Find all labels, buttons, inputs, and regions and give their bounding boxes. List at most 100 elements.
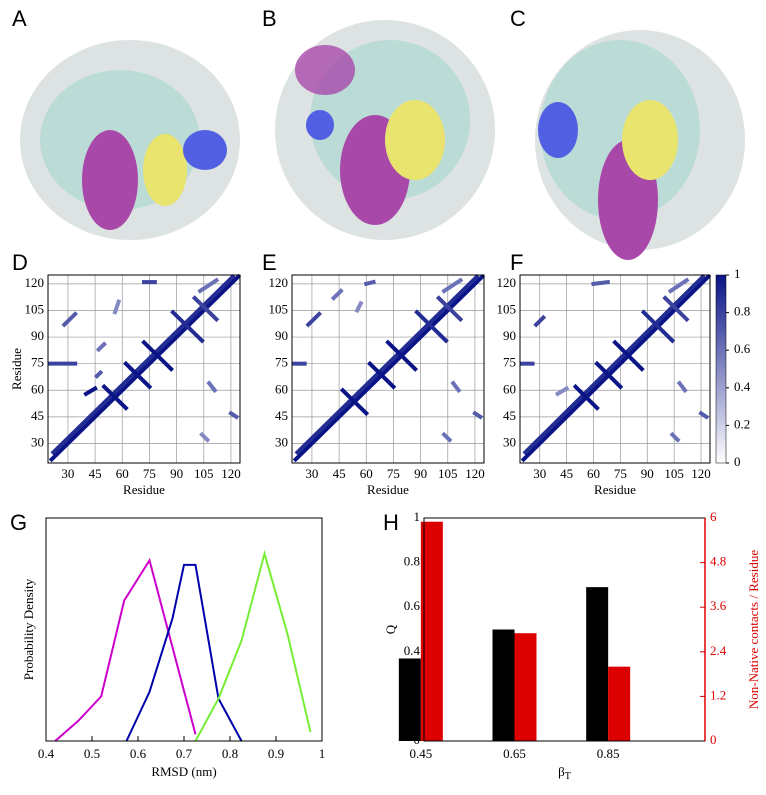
contact — [669, 431, 681, 443]
line-series — [194, 549, 312, 742]
contact — [228, 410, 240, 420]
y-tick-label: 0.4 — [404, 643, 421, 658]
y-tick-label: 60 — [31, 381, 44, 396]
x-tick-label: 75 — [614, 466, 627, 481]
protein-structures — [20, 20, 745, 260]
contact — [197, 277, 220, 294]
contact — [123, 360, 153, 390]
y-tick-label: 45 — [31, 408, 44, 423]
contact — [385, 339, 418, 372]
panel-label: G — [10, 510, 27, 535]
y-tick-label: 0.6 — [404, 598, 421, 613]
y2-tick-label: 4.8 — [710, 554, 726, 569]
x-label-sub: T — [565, 771, 571, 782]
contact — [170, 309, 205, 344]
x-tick-label: 75 — [143, 466, 156, 481]
contact — [191, 295, 220, 323]
axis-label: Residue — [9, 348, 24, 390]
line-series — [125, 563, 243, 742]
axis-label: Residue — [594, 482, 636, 497]
contact — [94, 369, 104, 379]
bar — [492, 629, 515, 741]
contact — [330, 288, 344, 301]
x-tick-label: 0.45 — [409, 746, 432, 761]
contact — [141, 339, 174, 372]
x-tick-label: 0.4 — [38, 746, 55, 761]
contact — [594, 360, 624, 390]
bar — [514, 633, 537, 741]
panel-label: H — [383, 510, 399, 535]
axis-label: βT — [558, 764, 571, 782]
bar — [586, 587, 609, 741]
panel-label: F — [510, 250, 523, 275]
y2-tick-label: 3.6 — [710, 598, 727, 613]
contact — [520, 273, 712, 463]
x-tick-label: 60 — [587, 466, 600, 481]
x-tick-label: 0.8 — [222, 746, 238, 761]
contact — [572, 383, 600, 411]
x-tick-label: 105 — [664, 466, 684, 481]
y-tick-label: 120 — [497, 275, 517, 290]
colorbar-label: 0 — [734, 454, 741, 469]
contact — [61, 311, 78, 328]
bar — [398, 658, 421, 741]
x-tick-label: 90 — [170, 466, 183, 481]
line-series — [54, 557, 197, 742]
plot-frame — [423, 517, 706, 742]
contact — [292, 273, 486, 463]
panel-label: D — [12, 250, 28, 275]
x-tick-label: 0.5 — [84, 746, 100, 761]
y-tick-label: 1 — [414, 509, 421, 524]
y-tick-label: 120 — [269, 275, 289, 290]
y-tick-label: 75 — [275, 355, 288, 370]
colorbar-label: 0.2 — [734, 416, 750, 431]
contact — [414, 309, 449, 344]
axis-label: Non-Native contacts / Residue — [746, 550, 761, 709]
contact — [698, 410, 710, 420]
contact — [112, 299, 122, 315]
y-tick-label: 30 — [503, 434, 516, 449]
y-tick-label: 120 — [25, 275, 45, 290]
contact — [662, 295, 690, 323]
contact — [667, 277, 690, 294]
colorbar-label: 0.8 — [734, 304, 750, 319]
contact — [367, 360, 397, 390]
contact — [101, 383, 129, 411]
contact — [48, 273, 242, 463]
y-tick-label: 105 — [269, 301, 289, 316]
x-tick-label: 90 — [641, 466, 654, 481]
x-tick-label: 45 — [89, 466, 102, 481]
x-tick-label: 0.9 — [268, 746, 284, 761]
contact — [363, 279, 376, 287]
x-tick-label: 30 — [533, 466, 546, 481]
contact — [441, 431, 453, 443]
x-tick-label: 120 — [465, 466, 485, 481]
x-tick-label: 120 — [691, 466, 711, 481]
y-tick-label: 105 — [497, 301, 517, 316]
y2-tick-label: 6 — [710, 509, 717, 524]
x-tick-label: 90 — [414, 466, 427, 481]
x-tick-label: 30 — [305, 466, 318, 481]
x-tick-label: 0.85 — [597, 746, 620, 761]
colorbar-label: 1 — [734, 266, 741, 281]
axis-label: Residue — [123, 482, 165, 497]
x-tick-label: 1 — [319, 746, 326, 761]
y2-tick-label: 1.2 — [710, 687, 726, 702]
x-tick-label: 60 — [360, 466, 373, 481]
panel-label: B — [262, 6, 277, 31]
contact — [435, 295, 464, 323]
axis-label: Probability Density — [21, 578, 36, 680]
contact — [339, 387, 370, 417]
x-tick-label: 75 — [387, 466, 400, 481]
contact — [450, 380, 462, 394]
y-tick-label: 90 — [31, 328, 44, 343]
contact — [533, 314, 547, 328]
x-tick-label: 0.6 — [130, 746, 147, 761]
panel-label: C — [510, 6, 526, 31]
contact — [83, 385, 98, 397]
y-tick-label: 75 — [31, 355, 44, 370]
y-tick-label: 105 — [25, 301, 45, 316]
plot-frame — [47, 274, 241, 464]
contact — [354, 300, 364, 314]
